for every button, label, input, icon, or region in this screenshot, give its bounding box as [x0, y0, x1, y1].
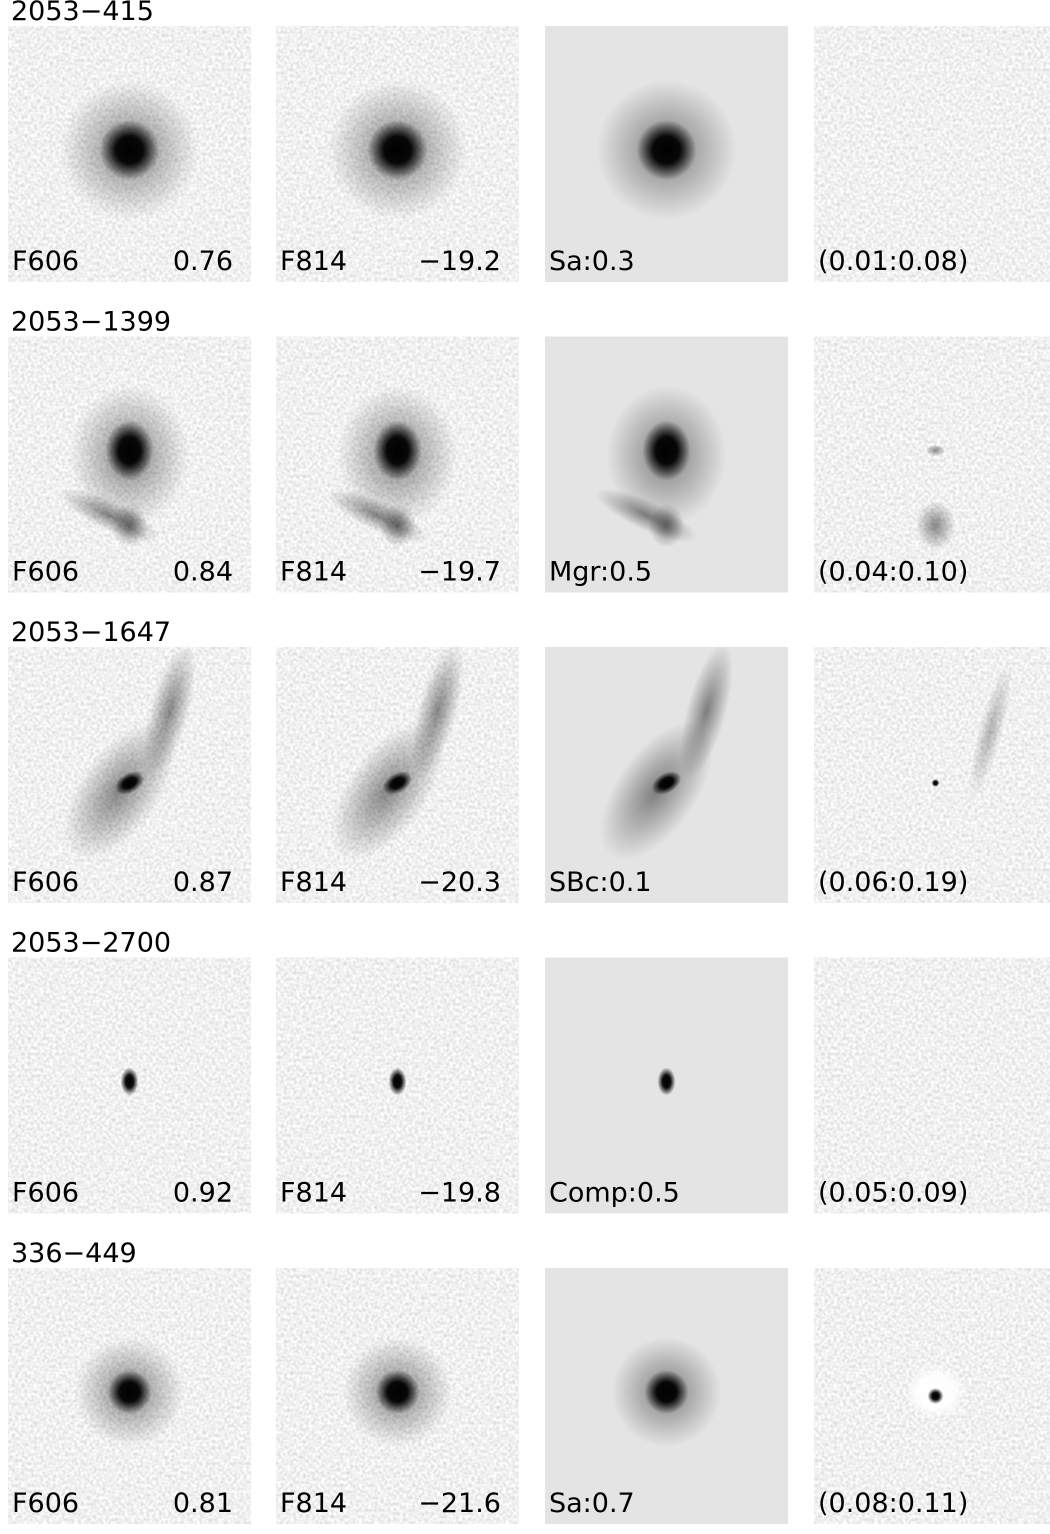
- filter-label: F606: [12, 557, 79, 588]
- image-panel: [814, 958, 1050, 1214]
- row: 2053−415 F606 0.76 F814 −19.2 Sa:0.3 (0.01:0.0…: [8, 0, 1050, 282]
- filter-label: F814: [280, 867, 347, 898]
- filter-label: F814: [280, 1488, 347, 1519]
- image-panel: [814, 26, 1050, 282]
- object-id: 2053−1399: [11, 307, 171, 338]
- residual-label: (0.06:0.19): [818, 867, 968, 898]
- model-label: SBc:0.1: [549, 867, 652, 898]
- panel-value: 0.92: [173, 1178, 233, 1209]
- galaxy-light: [100, 120, 160, 180]
- page: {"rows": [ {"id": "2053\u2212415", "pane…: [0, 0, 1050, 1530]
- row: 2053−1647 F606 0.87 F814 −20.3 SBc:0.1 (0.06:0…: [8, 617, 1050, 903]
- panel-value: −21.6: [418, 1488, 501, 1519]
- galaxy-light: [376, 1370, 420, 1414]
- figure: 2053−415 F606 0.76 F814 −19.2 Sa:0.3 (0.01:0.0…: [0, 0, 1050, 1530]
- filter-label: F606: [12, 246, 79, 277]
- filter-label: F606: [12, 867, 79, 898]
- residual-blob: [926, 445, 946, 457]
- model-label: Comp:0.5: [549, 1178, 680, 1209]
- galaxy-light: [121, 1068, 139, 1096]
- filter-label: F606: [12, 1178, 79, 1209]
- galaxy-light: [643, 421, 691, 481]
- galaxy-light: [645, 1370, 689, 1414]
- galaxy-light: [106, 421, 154, 481]
- panel-value: −19.2: [418, 246, 501, 277]
- residual-label: (0.04:0.10): [818, 557, 968, 588]
- residual-label: (0.08:0.11): [818, 1488, 968, 1519]
- residual-core: [932, 779, 940, 787]
- galaxy-light: [637, 120, 697, 180]
- residual-core: [928, 1388, 944, 1404]
- panel-value: −20.3: [418, 867, 501, 898]
- model-label: Sa:0.7: [549, 1488, 635, 1519]
- image-panel: [814, 647, 1050, 903]
- residual-label: (0.01:0.08): [818, 246, 968, 277]
- filter-label: F814: [280, 557, 347, 588]
- galaxy-light: [389, 1068, 407, 1096]
- object-id: 2053−1647: [11, 617, 171, 648]
- object-id: 2053−2700: [11, 928, 171, 959]
- residual-label: (0.05:0.09): [818, 1178, 968, 1209]
- object-id: 2053−415: [11, 0, 154, 27]
- galaxy-light: [108, 1370, 152, 1414]
- row: 336−449 F606 0.81 F814 −21.6 Sa:0.7 (0.08:0.11…: [8, 1238, 1050, 1524]
- residual-blob: [916, 501, 956, 551]
- galaxy-light: [368, 120, 428, 180]
- galaxy-light: [374, 421, 422, 481]
- model-label: Mgr:0.5: [549, 557, 652, 588]
- panel-value: −19.8: [418, 1178, 501, 1209]
- filter-label: F814: [280, 246, 347, 277]
- panel-value: 0.76: [173, 246, 233, 277]
- object-id: 336−449: [11, 1238, 137, 1269]
- panel-value: 0.87: [173, 867, 233, 898]
- panel-value: 0.81: [173, 1488, 233, 1519]
- galaxy-light: [658, 1068, 676, 1096]
- panel-value: 0.84: [173, 557, 233, 588]
- row: 2053−1399 F606 0.84 F814 −19.7 Mgr:0.5 (0.04:0…: [8, 307, 1050, 593]
- model-label: Sa:0.3: [549, 246, 635, 277]
- filter-label: F606: [12, 1488, 79, 1519]
- filter-label: F814: [280, 1178, 347, 1209]
- row: 2053−2700 F606 0.92 F814 −19.8 Comp:0.5 (0.05:…: [8, 928, 1050, 1214]
- image-panel: [814, 337, 1050, 593]
- panel-value: −19.7: [418, 557, 501, 588]
